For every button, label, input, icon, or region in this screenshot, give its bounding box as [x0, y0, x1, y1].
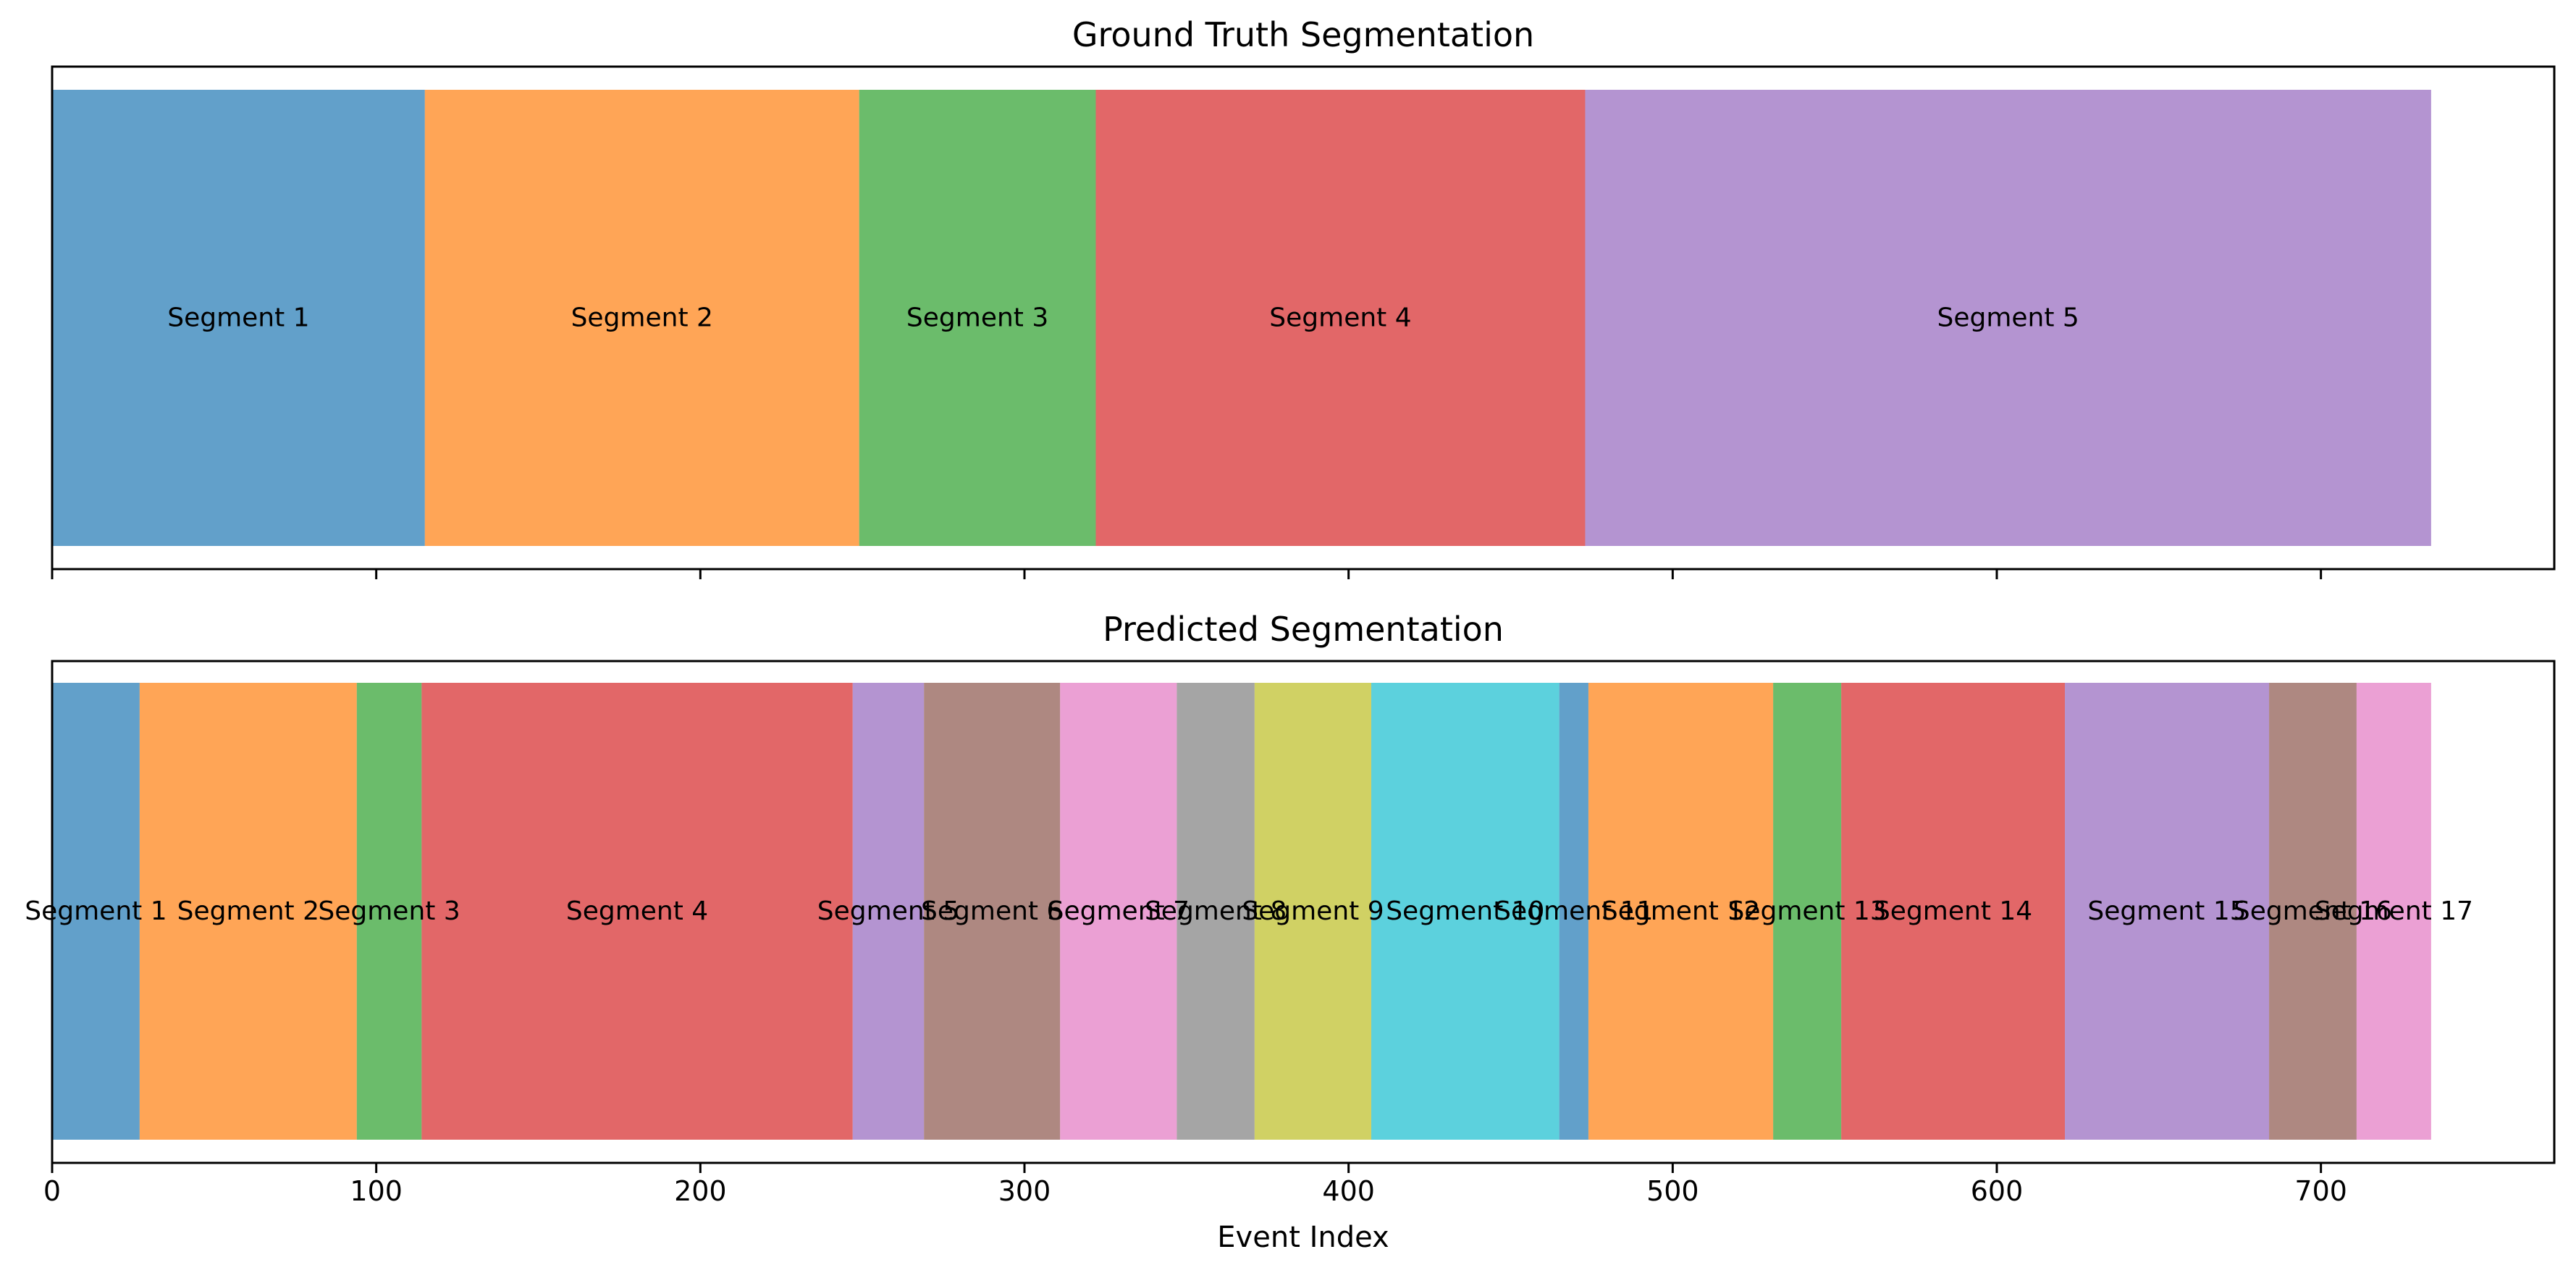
segment-label-11: Segment 11: [1494, 896, 1653, 926]
segment-bar-5: [1585, 90, 2431, 546]
segment-label-15: Segment 15: [2087, 896, 2246, 926]
segment-bar-7: [1060, 683, 1177, 1140]
segment-bar-1: [52, 90, 425, 546]
segment-label-3: Segment 3: [318, 896, 460, 926]
x-tick-label: 600: [1971, 1175, 2024, 1207]
segment-label-13: Segment 13: [1727, 896, 1886, 926]
x-tick-label: 500: [1646, 1175, 1699, 1207]
segment-label-4: Segment 4: [1269, 303, 1411, 333]
segment-label-7: Segment 7: [1048, 896, 1190, 926]
x-tick-label: 400: [1322, 1175, 1375, 1207]
segment-bar-12: [1588, 683, 1774, 1140]
segment-label-16: Segment 16: [2234, 896, 2392, 926]
segment-bar-8: [1177, 683, 1255, 1140]
segment-bar-3: [859, 90, 1096, 546]
segment-bar-4: [1095, 90, 1586, 546]
ground-truth-title: Ground Truth Segmentation: [1072, 15, 1534, 54]
segment-bar-15: [2065, 683, 2270, 1140]
ground-truth-segments: Segment 1 Segment 2 Segment 3 Segment 4 Segm…: [52, 90, 2431, 546]
predicted-title: Predicted Segmentation: [1103, 610, 1504, 649]
segment-label-10: Segment 10: [1386, 896, 1544, 926]
segment-bar-11: [1559, 683, 1588, 1140]
segment-label-5: Segment 5: [1937, 303, 2079, 333]
ground-truth-x-ticks: [51, 569, 2323, 579]
x-tick-label: 300: [998, 1175, 1051, 1207]
segment-bar-17: [2356, 683, 2431, 1140]
segment-bar-3: [356, 683, 422, 1140]
segment-label-6: Segment 6: [921, 896, 1063, 926]
x-tick-label: 700: [2294, 1175, 2347, 1207]
x-axis-label: Event Index: [1217, 1221, 1389, 1254]
segment-label-14: Segment 14: [1874, 896, 2032, 926]
segment-bar-2: [139, 683, 357, 1140]
segment-bar-13: [1773, 683, 1842, 1140]
segment-label-2: Segment 2: [571, 303, 713, 333]
segment-bar-6: [924, 683, 1061, 1140]
x-tick-label: 0: [43, 1175, 61, 1207]
predicted-panel: Predicted Segmentation Segment 1 Segment …: [25, 610, 2556, 1254]
segment-label-1: Segment 1: [167, 303, 309, 333]
segment-bar-5: [852, 683, 925, 1140]
segment-label-8: Segment 8: [1145, 896, 1287, 926]
segment-label-1: Segment 1: [25, 896, 167, 926]
segment-label-17: Segment 17: [2315, 896, 2473, 926]
x-tick-label: 200: [674, 1175, 727, 1207]
segment-label-5: Segment 5: [817, 896, 959, 926]
segment-label-4: Segment 4: [566, 896, 708, 926]
segment-label-2: Segment 2: [177, 896, 319, 926]
segment-bar-4: [421, 683, 853, 1140]
ground-truth-axes-frame: [51, 65, 2556, 571]
segment-label-12: Segment 12: [1601, 896, 1760, 926]
predicted-axes-frame: [51, 660, 2556, 1164]
ground-truth-panel: Ground Truth Segmentation Segment 1 Segme…: [51, 15, 2556, 579]
segment-bar-1: [52, 683, 140, 1140]
segment-bar-2: [424, 90, 859, 546]
segment-bar-9: [1254, 683, 1372, 1140]
predicted-x-ticks: 0 100 200 300 400 500 600 700: [43, 1163, 2347, 1207]
segment-label-3: Segment 3: [906, 303, 1048, 333]
segment-bar-14: [1841, 683, 2066, 1140]
segment-bar-16: [2269, 683, 2357, 1140]
x-tick-label: 100: [350, 1175, 403, 1207]
segment-label-9: Segment 9: [1242, 896, 1384, 926]
segment-bar-10: [1371, 683, 1560, 1140]
